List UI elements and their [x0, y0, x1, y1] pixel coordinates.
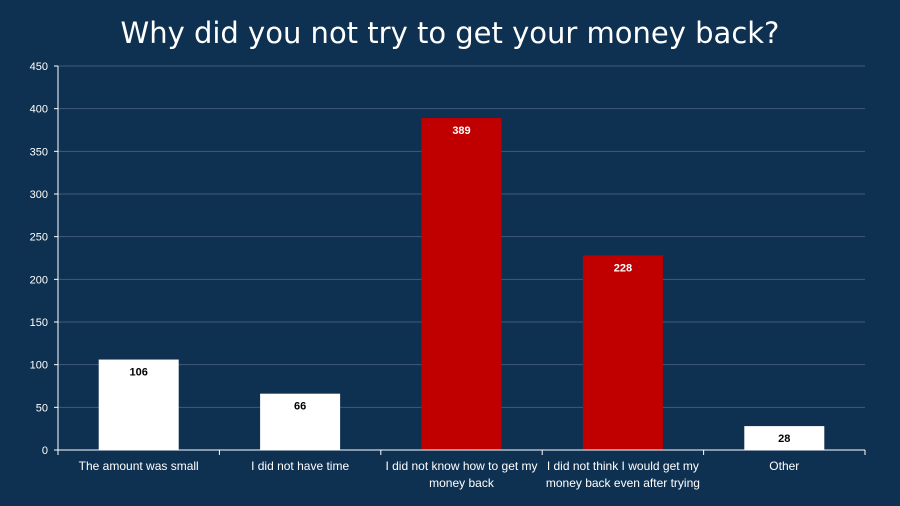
- y-tick-labels: 0 50 100 150 200 250 300 350 400 450: [30, 61, 48, 457]
- y-tick-label: 300: [30, 189, 48, 201]
- bar: [421, 118, 502, 450]
- y-tick-label: 150: [30, 317, 48, 329]
- y-tick-label: 0: [42, 445, 48, 457]
- y-tick-label: 250: [30, 232, 48, 244]
- category-labels: The amount was small I did not have time I…: [79, 459, 800, 490]
- category-label: I did not know how to get my money back: [385, 459, 537, 490]
- data-label: 28: [778, 433, 790, 445]
- category-label: I did not think I would get my money back…: [546, 459, 700, 490]
- category-label: Other: [769, 459, 799, 473]
- bar: [260, 393, 341, 450]
- y-tick-label: 450: [30, 61, 48, 73]
- data-label: 389: [452, 125, 470, 137]
- bars: [98, 118, 825, 450]
- bar: [744, 426, 825, 450]
- y-tick-label: 100: [30, 360, 48, 372]
- data-label: 228: [614, 262, 632, 274]
- bar: [582, 255, 663, 450]
- y-tick-label: 50: [36, 402, 48, 414]
- chart-title: Why did you not try to get your money ba…: [120, 16, 780, 50]
- data-label: 66: [294, 401, 306, 413]
- category-label: The amount was small: [79, 459, 199, 473]
- axes: [54, 65, 866, 455]
- data-labels: 106 66 389 228 28: [130, 125, 791, 445]
- category-label: I did not have time: [251, 459, 349, 473]
- y-tick-label: 350: [30, 146, 48, 158]
- data-label: 106: [130, 367, 148, 379]
- bar: [98, 359, 179, 450]
- y-tick-label: 400: [30, 104, 48, 116]
- y-tick-label: 200: [30, 274, 48, 286]
